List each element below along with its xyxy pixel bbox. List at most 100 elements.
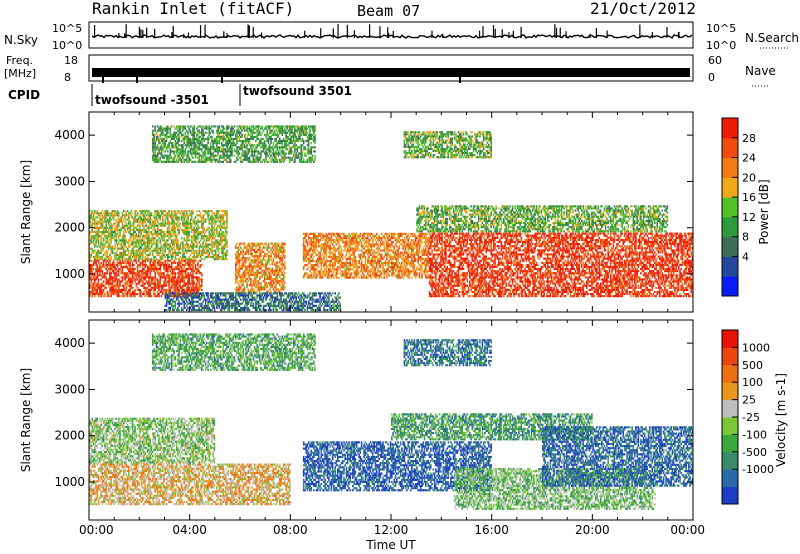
echo-cell bbox=[279, 282, 281, 284]
nsky-panel: N.Sky 10^5 10^0 N.Search 10^5 10^0 bbox=[4, 22, 799, 52]
echo-cell bbox=[317, 275, 319, 277]
echo-cell bbox=[425, 247, 427, 249]
echo-cell bbox=[188, 278, 190, 280]
echo-cell bbox=[126, 264, 128, 266]
echo-cell bbox=[355, 256, 357, 258]
echo-cell bbox=[113, 252, 115, 254]
echo-cell bbox=[191, 250, 193, 252]
echo-cell bbox=[348, 233, 350, 235]
echo-cell bbox=[254, 263, 256, 265]
echo-cell bbox=[98, 241, 100, 243]
echo-cell bbox=[411, 233, 413, 235]
echo-cell bbox=[266, 249, 268, 251]
echo-cell bbox=[428, 264, 430, 266]
echo-cell bbox=[149, 272, 151, 274]
echo-cell bbox=[240, 247, 242, 249]
echo-cell bbox=[249, 245, 251, 247]
echo-cell bbox=[366, 239, 368, 241]
echo-cell bbox=[154, 221, 156, 223]
echo-cell bbox=[105, 276, 107, 278]
echo-cell bbox=[93, 264, 95, 266]
echo-cell bbox=[376, 277, 378, 279]
echo-cell bbox=[167, 235, 169, 237]
echo-cell bbox=[316, 247, 318, 249]
echo-cell bbox=[160, 241, 162, 243]
echo-cell bbox=[350, 262, 352, 264]
echo-cell bbox=[113, 293, 115, 295]
echo-cell bbox=[187, 229, 189, 231]
echo-cell bbox=[151, 289, 153, 291]
echo-cell bbox=[407, 268, 409, 270]
echo-cell bbox=[382, 264, 384, 266]
echo-cell bbox=[154, 293, 156, 295]
echo-cell bbox=[241, 259, 243, 261]
echo-cell bbox=[390, 254, 392, 256]
echo-cell bbox=[277, 261, 279, 263]
echo-cell bbox=[415, 239, 417, 241]
echo-cell bbox=[397, 252, 399, 254]
echo-cell bbox=[181, 210, 183, 212]
echo-cell bbox=[93, 291, 95, 293]
echo-cell bbox=[367, 254, 369, 256]
echo-cell bbox=[186, 270, 188, 272]
echo-cell bbox=[253, 268, 255, 270]
echo-cell bbox=[92, 225, 94, 227]
echo-cell bbox=[144, 266, 146, 268]
echo-cell bbox=[356, 277, 358, 279]
echo-cell bbox=[265, 266, 267, 268]
echo-cell bbox=[138, 276, 140, 278]
echo-cell bbox=[122, 281, 124, 283]
echo-cell bbox=[168, 256, 170, 258]
echo-cell bbox=[226, 223, 228, 225]
echo-cell bbox=[245, 253, 247, 255]
echo-cell bbox=[191, 225, 193, 227]
echo-cell bbox=[275, 284, 277, 286]
echo-cell bbox=[123, 287, 125, 289]
echo-cell bbox=[168, 283, 170, 285]
echo-cell bbox=[95, 244, 97, 246]
echo-cell bbox=[113, 287, 115, 289]
echo-cell bbox=[118, 241, 120, 243]
echo-cell bbox=[173, 248, 175, 250]
echo-cell bbox=[313, 260, 315, 262]
echo-cell bbox=[197, 264, 199, 266]
echo-cell bbox=[308, 252, 310, 254]
power-echo-cells bbox=[89, 125, 693, 311]
echo-cell bbox=[417, 260, 419, 262]
echo-cell bbox=[154, 229, 156, 231]
echo-cell bbox=[136, 262, 138, 264]
echo-cell bbox=[110, 241, 112, 243]
echo-cell bbox=[421, 268, 423, 270]
echo-cell bbox=[109, 281, 111, 283]
echo-cell bbox=[378, 235, 380, 237]
echo-cell bbox=[142, 237, 144, 239]
echo-cell bbox=[122, 270, 124, 272]
echo-cell bbox=[160, 281, 162, 283]
echo-cell bbox=[357, 247, 359, 249]
echo-cell bbox=[380, 270, 382, 272]
echo-cell bbox=[206, 235, 208, 237]
echo-cell bbox=[138, 258, 140, 260]
echo-cell bbox=[426, 254, 428, 256]
echo-cell bbox=[168, 229, 170, 231]
echo-cell bbox=[397, 260, 399, 262]
echo-cell bbox=[97, 225, 99, 227]
echo-cell bbox=[103, 237, 105, 239]
echo-cell bbox=[209, 252, 211, 254]
echo-cell bbox=[319, 272, 321, 274]
echo-cell bbox=[94, 287, 96, 289]
echo-cell bbox=[278, 253, 280, 255]
echo-cell bbox=[268, 261, 270, 263]
echo-cell bbox=[401, 235, 403, 237]
echo-cell bbox=[108, 214, 110, 216]
echo-cell bbox=[148, 246, 150, 248]
echo-cell bbox=[167, 270, 169, 272]
echo-cell bbox=[151, 231, 153, 233]
echo-cell bbox=[334, 262, 336, 264]
echo-cell bbox=[327, 235, 329, 237]
echo-cell bbox=[168, 221, 170, 223]
echo-cell bbox=[157, 270, 159, 272]
echo-cell bbox=[226, 258, 228, 260]
echo-cell bbox=[141, 291, 143, 293]
echo-cell bbox=[109, 244, 111, 246]
